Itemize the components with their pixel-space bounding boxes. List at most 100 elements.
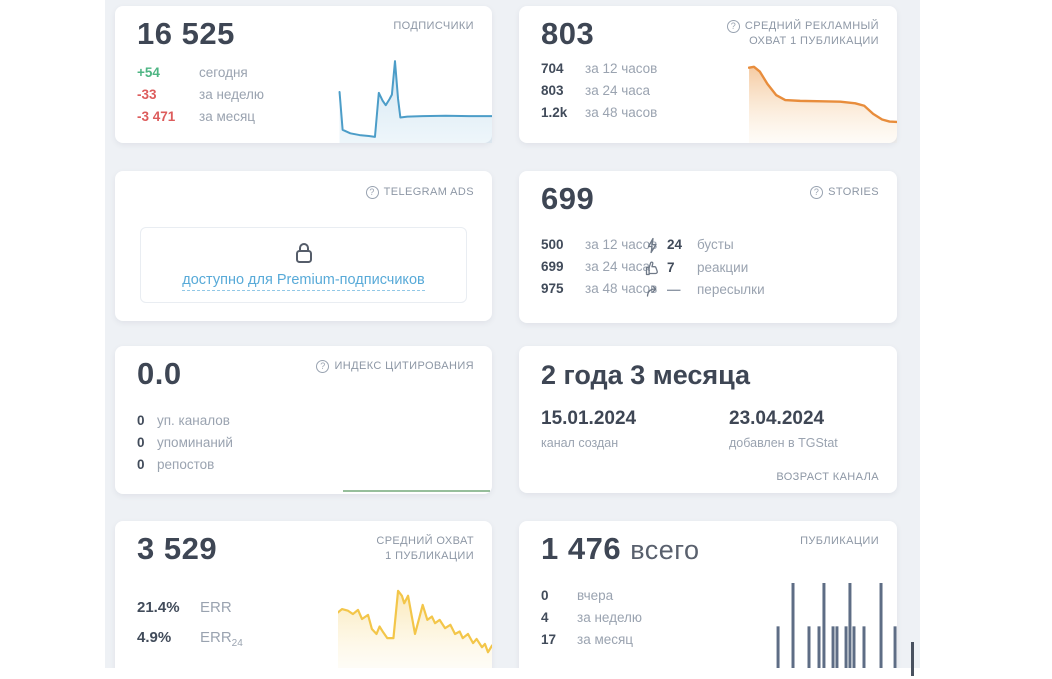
ad-reach-card-title: СРЕДНИЙ РЕКЛАМНЫЙ ОХВАТ 1 ПУБЛИКАЦИИ [726, 19, 879, 49]
row-label: ERR24 [200, 629, 243, 649]
ad-reach-row-24h: 803 за 24 часа [541, 80, 657, 102]
stories-forwards: — пересылки [645, 279, 765, 302]
ad-reach-row-48h: 1.2k за 48 часов [541, 102, 657, 124]
boost-icon [645, 237, 667, 254]
stories-boosts: 24 бусты [645, 234, 765, 257]
premium-subscription-link[interactable]: доступно для Premium-подписчиков [182, 272, 425, 291]
dashboard-content-area: 16 525 ПОДПИСЧИКИ +54 сегодня -33 за нед… [105, 0, 920, 668]
channel-created-date: 15.01.2024 канал создан [541, 408, 636, 450]
channel-age-value: 2 года 3 месяца [541, 360, 751, 390]
bar-chart-overflow-bar [911, 642, 914, 676]
help-icon[interactable] [810, 186, 824, 199]
subscribers-deltas: +54 сегодня -33 за неделю -3 471 за меся… [137, 62, 264, 128]
reaction-icon [645, 260, 667, 276]
row-label: за 48 часов [585, 105, 658, 120]
stories-row-12h: 500 за 12 часов [541, 234, 657, 256]
title-text: STORIES [828, 186, 879, 198]
ad-reach-sparkline-chart [748, 62, 897, 143]
tgstat-added-date: 23.04.2024 добавлен в TGStat [729, 408, 838, 450]
publications-row-week: 4 за неделю [541, 607, 642, 629]
avg-reach-count: 3 529 [137, 531, 218, 566]
stat-label: бусты [697, 237, 734, 252]
publications-card: 1 476 всего ПУБЛИКАЦИИ 0 вчера 4 за неде… [519, 521, 897, 668]
citation-index-card: 0.0 ИНДЕКС ЦИТИРОВАНИЯ 0 уп. каналов 0 у… [115, 346, 492, 494]
stories-count: 699 [541, 181, 595, 216]
avg-reach-sparkline-chart [338, 585, 492, 668]
err-row: 21.4% ERR [137, 596, 243, 626]
help-icon[interactable] [365, 186, 379, 199]
row-value: 21.4% [137, 599, 180, 616]
ad-reach-card: 803 СРЕДНИЙ РЕКЛАМНЫЙ ОХВАТ 1 ПУБЛИКАЦИИ… [519, 6, 897, 143]
stories-rows: 500 за 12 часов 699 за 24 часа 975 за 48… [541, 234, 657, 300]
publications-total-value: 1 476 [541, 531, 622, 566]
publications-card-title: ПУБЛИКАЦИИ [800, 535, 879, 547]
row-value: 500 [541, 237, 564, 252]
stories-card: 699 STORIES 500 за 12 часов 699 за 24 ча… [519, 171, 897, 323]
row-value: 699 [541, 259, 564, 274]
err-rows: 21.4% ERR 4.9% ERR24 [137, 596, 243, 656]
citation-rows: 0 уп. каналов 0 упоминаний 0 репостов [137, 410, 233, 476]
telegram-ads-card-title: TELEGRAM ADS [365, 185, 474, 200]
delta-label: за месяц [199, 109, 256, 124]
stories-stats: 24 бусты 7 реакции — пересылки [645, 234, 765, 302]
date-label: канал создан [541, 436, 619, 450]
title-line-1: СРЕДНИЙ ОХВАТ [376, 535, 474, 547]
forward-icon [645, 283, 667, 298]
avg-reach-card: 3 529 СРЕДНИЙ ОХВАТ 1 ПУБЛИКАЦИИ 21.4% E… [115, 521, 492, 668]
row-value: 0 [137, 413, 145, 428]
date-value: 23.04.2024 [729, 408, 825, 429]
title-text: TELEGRAM ADS [383, 186, 474, 198]
delta-label: за неделю [199, 87, 265, 102]
publications-row-month: 17 за месяц [541, 629, 642, 651]
stories-row-48h: 975 за 48 часов [541, 278, 657, 300]
ad-reach-rows: 704 за 12 часов 803 за 24 часа 1.2k за 4… [541, 58, 657, 124]
citation-row-reposts: 0 репостов [137, 454, 233, 476]
channel-age-card: 2 года 3 месяца 15.01.2024 канал создан … [519, 346, 897, 493]
help-icon[interactable] [316, 360, 330, 373]
delta-value: -3 471 [137, 109, 176, 124]
citation-index-value: 0.0 [137, 356, 182, 391]
stat-value: — [667, 282, 681, 297]
citation-row-channels: 0 уп. каналов [137, 410, 233, 432]
ad-reach-count: 803 [541, 16, 595, 51]
subscribers-count: 16 525 [137, 16, 235, 51]
row-value: 1.2k [541, 105, 568, 120]
title-text: ИНДЕКС ЦИТИРОВАНИЯ [334, 360, 474, 372]
publications-bar-chart [770, 583, 900, 668]
subscribers-card: 16 525 ПОДПИСЧИКИ +54 сегодня -33 за нед… [115, 6, 492, 143]
row-label: за 48 часов [585, 281, 658, 296]
title-line-2: ОХВАТ 1 ПУБЛИКАЦИИ [749, 35, 879, 47]
lock-icon [295, 242, 312, 263]
row-label: за 12 часов [585, 61, 658, 76]
row-value: 17 [541, 632, 557, 647]
row-value: 0 [137, 435, 145, 450]
help-icon[interactable] [726, 20, 740, 33]
title-line-2: 1 ПУБЛИКАЦИИ [385, 550, 474, 562]
date-value: 15.01.2024 [541, 408, 637, 429]
row-label: упоминаний [157, 435, 233, 450]
citation-flatline-chart [343, 489, 490, 493]
row-value: 4 [541, 610, 549, 625]
row-label: за 24 часа [585, 83, 651, 98]
row-label: вчера [577, 588, 614, 603]
stat-label: реакции [697, 259, 749, 275]
row-value: 0 [137, 457, 145, 472]
row-label: за месяц [577, 632, 634, 647]
subscribers-delta-week: -33 за неделю [137, 84, 264, 106]
row-label: репостов [157, 457, 215, 472]
publications-rows: 0 вчера 4 за неделю 17 за месяц [541, 585, 642, 651]
row-value: 704 [541, 61, 564, 76]
err24-row: 4.9% ERR24 [137, 626, 243, 656]
delta-label: сегодня [199, 65, 248, 80]
row-label: за неделю [577, 610, 643, 625]
citation-index-card-title: ИНДЕКС ЦИТИРОВАНИЯ [316, 359, 474, 374]
subscribers-delta-month: -3 471 за месяц [137, 106, 264, 128]
row-label: за 12 часов [585, 237, 658, 252]
title-line-1: СРЕДНИЙ РЕКЛАМНЫЙ [744, 20, 879, 32]
stories-card-title: STORIES [810, 185, 879, 200]
row-label: ERR [200, 599, 232, 616]
delta-value: -33 [137, 87, 157, 102]
subscribers-delta-today: +54 сегодня [137, 62, 264, 84]
publications-row-yesterday: 0 вчера [541, 585, 642, 607]
